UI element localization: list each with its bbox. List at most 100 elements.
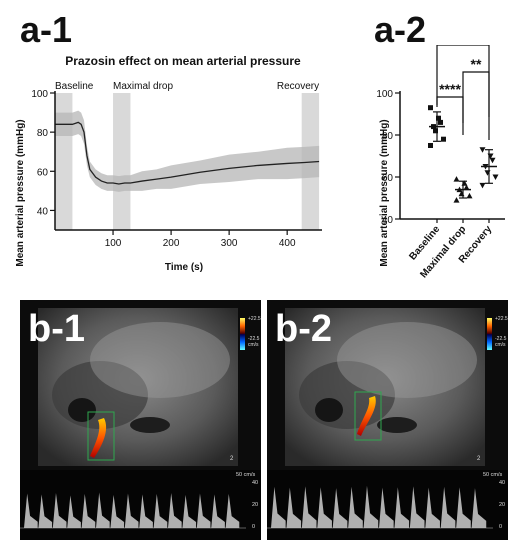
depth-label: 2 [230, 456, 234, 462]
ultrasound-image-b2: +22.5 -22.5cm/s 2 50 cm/s 40 20 0 [267, 300, 508, 540]
doppler-waveform [394, 487, 410, 528]
dark-cavity [130, 417, 170, 433]
significance-label: ** [471, 56, 482, 72]
y-axis-label: Mean arterial pressure (mmHg) [15, 119, 26, 266]
y-tick-label: 100 [31, 89, 48, 100]
data-point [428, 143, 433, 148]
data-point [438, 119, 443, 125]
doppler-waveform [196, 493, 211, 528]
panel-label-b1: b-1 [28, 308, 85, 350]
doppler-sample-box [87, 411, 115, 461]
phase-label-0: Baseline [55, 81, 94, 92]
velocity-color-scale [487, 318, 492, 350]
doppler-waveform [425, 487, 440, 528]
doppler-waveform [301, 486, 317, 528]
velocity-color-scale [240, 318, 245, 350]
doppler-waveform [225, 493, 240, 528]
organ-region [90, 322, 230, 398]
data-point [428, 105, 433, 111]
doppler-waveform [124, 493, 139, 528]
panel-label-a2: a-2 [374, 9, 427, 50]
doppler-waveform [168, 492, 182, 528]
series-line [55, 121, 320, 185]
x-axis-label: Time (s) [165, 262, 203, 273]
scale-top-label: +22.5 [495, 316, 508, 322]
doppler-waveform [38, 494, 53, 528]
dark-cavity [377, 417, 417, 433]
dark-cavity [68, 398, 96, 422]
doppler-waveform [67, 495, 81, 528]
doppler-waveform [379, 487, 394, 528]
x-tick-label: 300 [221, 238, 238, 249]
scale-top-label: +22.5 [248, 316, 261, 322]
ultrasound-panel-b1: +22.5 -22.5 cm/s 2 50 cm/s 40 20 0 b-1 [20, 300, 261, 540]
phase-label-2: Recovery [277, 81, 319, 92]
data-point [489, 157, 496, 164]
y-axis-label: Mean arterial pressure (mmHg) [379, 119, 390, 266]
sweep-speed-label: 50 cm/s [483, 472, 503, 478]
doppler-waveform [286, 487, 302, 528]
phase-band-1 [113, 93, 131, 230]
doppler-tick-label: 0 [252, 524, 255, 530]
ultrasound-panel-b2: +22.5 -22.5 cm/s 2 50 cm/s 40 20 0 b-2 [267, 300, 508, 540]
data-point [436, 115, 441, 121]
ultrasound-image-b1: +22.5 -22.5cm/s 2 50 cm/s 40 20 0 [20, 300, 261, 540]
doppler-waveform [363, 485, 379, 528]
chart-title: Prazosin effect on mean arterial pressur… [65, 54, 301, 68]
doppler-waveform [153, 493, 168, 528]
data-point [433, 128, 438, 134]
doppler-waveform [271, 486, 286, 528]
significance-label: **** [439, 81, 461, 97]
phase-label-1: Maximal drop [113, 81, 173, 92]
data-point [492, 174, 499, 180]
x-tick-label: 200 [163, 238, 180, 249]
y-tick-label: 40 [382, 215, 394, 226]
significance-bracket [462, 71, 490, 140]
data-point [463, 184, 470, 190]
x-tick-label: 100 [105, 238, 122, 249]
y-tick-label: 100 [376, 89, 393, 100]
image-margin [267, 300, 285, 466]
y-tick-label: 60 [382, 173, 394, 184]
doppler-waveform [139, 494, 153, 528]
doppler-waveform [52, 492, 67, 528]
panel-label-b2: b-2 [275, 308, 332, 350]
doppler-sample-box [354, 391, 382, 441]
doppler-waveform [24, 493, 38, 528]
doppler-waveform [440, 486, 456, 528]
data-point [453, 176, 460, 182]
y-tick-label: 80 [382, 131, 394, 142]
scale-bottom-label: -22.5 [248, 336, 260, 342]
y-tick-label: 60 [37, 167, 49, 178]
doppler-tick-label: 20 [499, 502, 505, 508]
data-point [466, 192, 473, 199]
line-chart-a1: Prazosin effect on mean arterial pressur… [15, 54, 322, 273]
sweep-speed-label: 50 cm/s [236, 472, 256, 478]
color-flow-signal [90, 418, 107, 458]
data-point [479, 182, 486, 189]
color-flow-signal [357, 396, 376, 436]
doppler-waveform [348, 486, 363, 528]
doppler-waveform [409, 486, 425, 528]
depth-label: 2 [477, 456, 481, 462]
significance-bracket [436, 96, 464, 123]
panel-label-a1: a-1 [20, 9, 73, 50]
doppler-waveform [456, 487, 471, 528]
spectral-doppler-area [267, 470, 508, 540]
doppler-waveform [471, 488, 487, 528]
doppler-tick-label: 40 [499, 480, 505, 486]
scale-unit-label: cm/s [495, 342, 506, 348]
doppler-tick-label: 20 [252, 502, 258, 508]
doppler-tick-label: 40 [252, 480, 258, 486]
doppler-waveform [96, 492, 110, 528]
error-band [55, 110, 320, 192]
data-point [479, 147, 486, 153]
doppler-waveform [332, 488, 348, 528]
image-margin [20, 300, 38, 466]
data-point [453, 197, 460, 203]
doppler-waveform [211, 494, 225, 528]
data-point [441, 136, 446, 142]
dark-cavity [315, 398, 343, 422]
doppler-waveform [110, 494, 125, 528]
